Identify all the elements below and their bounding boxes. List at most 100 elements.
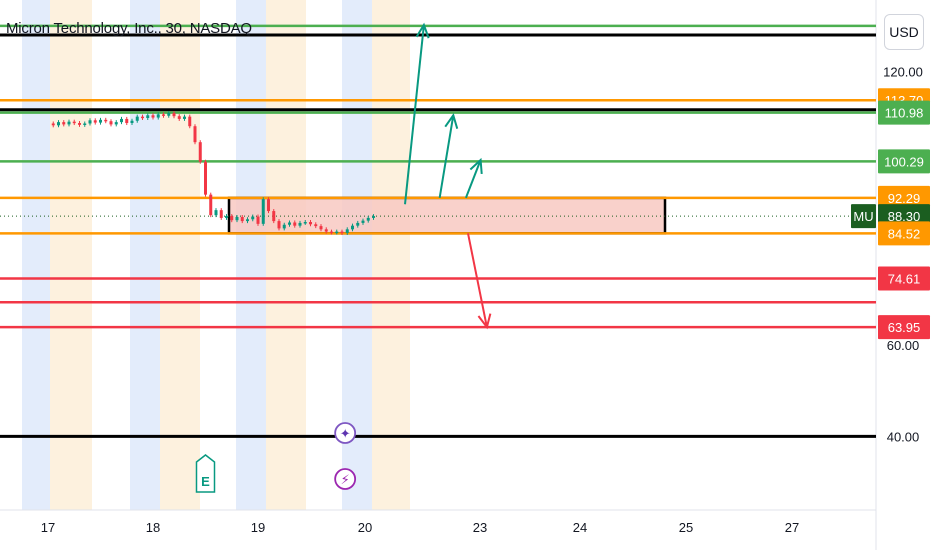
candle — [240, 216, 244, 222]
y-tick-label: 120.00 — [883, 64, 923, 79]
x-tick-label: 19 — [251, 520, 265, 535]
candle — [120, 118, 123, 123]
candle — [146, 115, 150, 119]
candle — [172, 112, 176, 117]
candle — [293, 222, 297, 226]
price-label-text: 92.29 — [888, 191, 921, 206]
candle — [88, 120, 92, 124]
candle — [214, 210, 218, 216]
x-tick-label: 20 — [358, 520, 372, 535]
x-tick-label: 27 — [785, 520, 799, 535]
candle — [251, 216, 255, 220]
y-tick-label: 40.00 — [887, 429, 920, 444]
candle — [162, 114, 165, 116]
event-marker: ✦ — [334, 422, 357, 444]
arrow-head — [477, 313, 492, 330]
candle — [272, 211, 276, 222]
candle — [230, 216, 234, 221]
projection-arrow — [404, 24, 425, 205]
candle — [219, 210, 223, 218]
x-tick-label: 24 — [573, 520, 587, 535]
candle — [62, 122, 66, 125]
candle — [351, 225, 354, 230]
event-badge — [334, 422, 357, 444]
price-label: 110.98 — [878, 100, 930, 125]
projection-arrow — [464, 159, 482, 199]
candle — [51, 123, 55, 126]
candle — [366, 217, 370, 221]
candle — [67, 121, 71, 125]
earnings-marker: E — [195, 454, 216, 493]
session-band — [50, 0, 92, 510]
price-label: 100.29 — [878, 149, 930, 174]
price-label-text: 74.61 — [888, 272, 921, 287]
arrow-head — [444, 113, 459, 129]
currency-button[interactable]: USD — [884, 14, 924, 50]
candle — [135, 116, 139, 121]
candle — [356, 222, 360, 226]
candle — [298, 222, 302, 226]
candle — [372, 216, 375, 218]
price-label: 63.95 — [878, 315, 930, 340]
candle — [204, 161, 207, 195]
candle — [130, 120, 134, 124]
candle — [151, 115, 155, 118]
price-label-text: 110.98 — [885, 106, 924, 121]
candle — [345, 229, 349, 233]
candle — [309, 222, 312, 225]
candle — [282, 224, 286, 229]
candle — [340, 231, 344, 234]
arrow-head — [469, 157, 483, 175]
candle — [99, 119, 102, 123]
candle — [361, 220, 365, 223]
session-band — [266, 0, 306, 510]
candle — [261, 199, 265, 224]
price-label-text: 88.30 — [888, 209, 921, 224]
candle — [277, 221, 281, 229]
earnings-label: E — [201, 474, 210, 489]
price-label: 74.61 — [878, 266, 930, 291]
ticker-badge: MU — [851, 204, 876, 229]
x-tick-label: 18 — [146, 520, 160, 535]
candle — [177, 116, 181, 119]
ticker-badge-box — [851, 204, 876, 229]
candle — [141, 116, 144, 119]
x-tick-label: 25 — [679, 520, 693, 535]
candle — [83, 123, 87, 125]
chart-title: Micron Technology, Inc., 30, NASDAQ — [6, 20, 252, 37]
price-label-box — [878, 185, 930, 210]
candle — [188, 116, 192, 127]
price-label: 92.29 — [878, 185, 930, 210]
candle — [167, 112, 171, 116]
price-label-text: 84.52 — [888, 226, 921, 241]
candle — [72, 121, 76, 124]
candle — [314, 224, 318, 227]
price-label: 84.52 — [878, 221, 930, 246]
candle — [156, 114, 160, 118]
candle — [256, 216, 260, 224]
price-label-text: 100.29 — [884, 154, 924, 169]
earnings-badge — [195, 454, 216, 493]
dividend-badge — [334, 468, 357, 490]
session-band — [160, 0, 200, 510]
candle — [57, 122, 60, 126]
event-label: ✦ — [340, 427, 351, 442]
session-band — [236, 0, 266, 510]
candle — [109, 121, 113, 125]
candle — [193, 126, 197, 143]
price-label-box — [878, 266, 930, 291]
session-band — [22, 0, 50, 510]
price-label-box — [878, 221, 930, 246]
candle — [330, 231, 333, 234]
candle — [125, 118, 129, 124]
price-label-box — [878, 315, 930, 340]
candle — [114, 122, 118, 125]
price-zone — [227, 196, 667, 235]
candle — [93, 120, 97, 123]
candle — [303, 222, 307, 224]
projection-arrow — [467, 233, 488, 328]
dividends-marker: ⚡ — [334, 468, 357, 490]
candle — [319, 226, 323, 230]
